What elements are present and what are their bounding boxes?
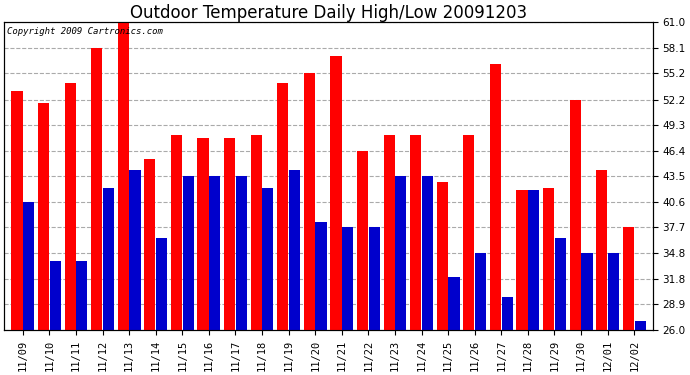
Bar	[384, 135, 395, 330]
Bar	[357, 151, 368, 330]
Bar	[635, 321, 646, 330]
Bar	[156, 238, 167, 330]
Bar	[368, 227, 380, 330]
Bar	[103, 188, 114, 330]
Text: Copyright 2009 Cartronics.com: Copyright 2009 Cartronics.com	[8, 27, 164, 36]
Bar	[331, 56, 342, 330]
Bar	[315, 222, 326, 330]
Bar	[224, 138, 235, 330]
Bar	[144, 159, 155, 330]
Bar	[570, 100, 581, 330]
Bar	[475, 252, 486, 330]
Bar	[118, 22, 129, 330]
Bar	[502, 297, 513, 330]
Bar	[623, 227, 634, 330]
Bar	[437, 182, 448, 330]
Bar	[448, 277, 460, 330]
Bar	[76, 261, 88, 330]
Bar	[490, 64, 501, 330]
Bar	[38, 103, 49, 330]
Bar	[555, 238, 566, 330]
Bar	[596, 170, 607, 330]
Bar	[11, 91, 23, 330]
Bar	[543, 188, 554, 330]
Bar	[517, 190, 528, 330]
Bar	[50, 261, 61, 330]
Bar	[608, 252, 619, 330]
Bar	[23, 202, 34, 330]
Bar	[463, 135, 475, 330]
Bar	[342, 227, 353, 330]
Bar	[91, 48, 102, 330]
Bar	[289, 170, 300, 330]
Bar	[65, 83, 76, 330]
Bar	[422, 176, 433, 330]
Bar	[262, 188, 273, 330]
Bar	[250, 135, 262, 330]
Bar	[171, 135, 182, 330]
Bar	[236, 176, 247, 330]
Bar	[209, 176, 220, 330]
Bar	[130, 170, 141, 330]
Title: Outdoor Temperature Daily High/Low 20091203: Outdoor Temperature Daily High/Low 20091…	[130, 4, 527, 22]
Bar	[395, 176, 406, 330]
Bar	[183, 176, 194, 330]
Bar	[528, 190, 540, 330]
Bar	[410, 135, 422, 330]
Bar	[277, 83, 288, 330]
Bar	[197, 138, 208, 330]
Bar	[304, 73, 315, 330]
Bar	[582, 252, 593, 330]
